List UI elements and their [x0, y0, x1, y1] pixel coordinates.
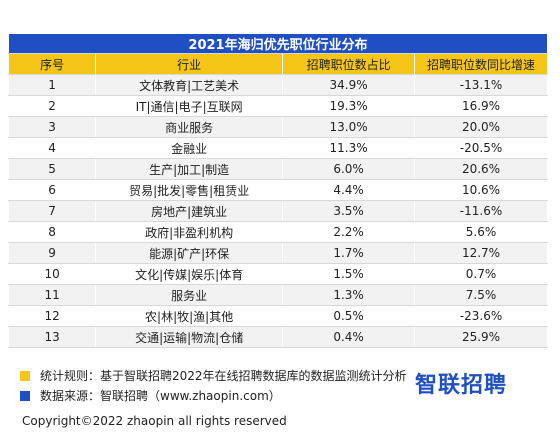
table-cell: 0.4% — [282, 326, 416, 348]
table-row: 8 政府|非盈利机构 2.2% 5.6% — [7, 221, 548, 243]
table-row: 12 农|林|牧|渔|其他 0.5% -23.6% — [7, 305, 548, 327]
table-cell: 3 — [7, 116, 97, 138]
table-row: 7 房地产|建筑业 3.5% -11.6% — [7, 200, 548, 222]
table-cell: 11 — [7, 284, 97, 306]
header-cell: 行业 — [95, 53, 284, 75]
table-cell: 5 — [7, 158, 97, 180]
table-cell: 6 — [7, 179, 97, 201]
table-cell: 6.0% — [282, 158, 416, 180]
table-row: 2 IT|通信|电子|互联网 19.3% 16.9% — [7, 95, 548, 117]
table-row: 13 交通|运输|物流|仓储 0.4% 25.9% — [7, 326, 548, 348]
table-cell: 5.6% — [414, 221, 548, 243]
logo: 智联招聘 — [415, 373, 508, 398]
note-rule: 统计规则：基于智联招聘2022年在线招聘数据库的数据监测统计分析 — [20, 367, 407, 384]
table-cell: 金融业 — [95, 137, 284, 159]
table-cell: 12 — [7, 305, 97, 327]
table-cell: 7.5% — [414, 284, 548, 306]
table-row: 3 商业服务 13.0% 20.0% — [7, 116, 548, 138]
table-row: 11 服务业 1.3% 7.5% — [7, 284, 548, 306]
header-cell: 序号 — [7, 53, 97, 75]
header-row: 序号 行业 招聘职位数占比 招聘职位数同比增速 — [7, 53, 548, 75]
table-cell: 7 — [7, 200, 97, 222]
table-cell: 11.3% — [282, 137, 416, 159]
table-cell: 1.3% — [282, 284, 416, 306]
table-cell: 1 — [7, 74, 97, 96]
table-cell: 2.2% — [282, 221, 416, 243]
table-cell: 3.5% — [282, 200, 416, 222]
table-row: 10 文化|传媒|娱乐|体育 1.5% 0.7% — [7, 263, 548, 285]
table-title: 2021年海归优先职位行业分布 — [8, 33, 548, 54]
table-cell: 政府|非盈利机构 — [95, 221, 284, 243]
table-cell: 服务业 — [95, 284, 284, 306]
table-cell: 4 — [7, 137, 97, 159]
table-cell: IT|通信|电子|互联网 — [95, 95, 284, 117]
table-cell: 能源|矿产|环保 — [95, 242, 284, 264]
table-cell: 13 — [7, 326, 97, 348]
table-cell: 34.9% — [282, 74, 416, 96]
table-row: 1 文体教育|工艺美术 34.9% -13.1% — [7, 74, 548, 96]
table-cell: 2 — [7, 95, 97, 117]
note-text: 统计规则：基于智联招聘2022年在线招聘数据库的数据监测统计分析 — [40, 369, 407, 383]
table-cell: 20.0% — [414, 116, 548, 138]
table-cell: 农|林|牧|渔|其他 — [95, 305, 284, 327]
yellow-marker — [20, 370, 30, 381]
table-cell: 19.3% — [282, 95, 416, 117]
blue-marker — [20, 390, 30, 401]
table-row: 4 金融业 11.3% -20.5% — [7, 137, 548, 159]
table-cell: -11.6% — [414, 200, 548, 222]
table-cell: 1.7% — [282, 242, 416, 264]
table-cell: 1.5% — [282, 263, 416, 285]
table-cell: 25.9% — [414, 326, 548, 348]
table-cell: 商业服务 — [95, 116, 284, 138]
note-text: 数据来源：智联招聘（www.zhaopin.com） — [40, 389, 281, 403]
table-cell: 10.6% — [414, 179, 548, 201]
table-cell: 10 — [7, 263, 97, 285]
header-cell: 招聘职位数同比增速 — [414, 53, 548, 75]
table-cell: 房地产|建筑业 — [95, 200, 284, 222]
table-cell: 16.9% — [414, 95, 548, 117]
industry-table: 2021年海归优先职位行业分布 序号 行业 招聘职位数占比 招聘职位数同比增速 1 文体教… — [7, 33, 548, 348]
table-cell: 交通|运输|物流|仓储 — [95, 326, 284, 348]
table-cell: 0.7% — [414, 263, 548, 285]
title-row: 2021年海归优先职位行业分布 — [8, 33, 548, 54]
footer: Copyright©2022 zhaopin all rights reserv… — [22, 414, 287, 428]
table-cell: 0.5% — [282, 305, 416, 327]
table-cell: 文化|传媒|娱乐|体育 — [95, 263, 284, 285]
table-cell: 12.7% — [414, 242, 548, 264]
table-cell: 贸易|批发|零售|租赁业 — [95, 179, 284, 201]
table-row: 6 贸易|批发|零售|租赁业 4.4% 10.6% — [7, 179, 548, 201]
table-cell: 13.0% — [282, 116, 416, 138]
table-cell: -13.1% — [414, 74, 548, 96]
table-cell: -20.5% — [414, 137, 548, 159]
table-cell: 生产|加工|制造 — [95, 158, 284, 180]
table-cell: 20.6% — [414, 158, 548, 180]
table-cell: -23.6% — [414, 305, 548, 327]
table-cell: 4.4% — [282, 179, 416, 201]
table-row: 5 生产|加工|制造 6.0% 20.6% — [7, 158, 548, 180]
table-cell: 8 — [7, 221, 97, 243]
table-cell: 9 — [7, 242, 97, 264]
table-row: 9 能源|矿产|环保 1.7% 12.7% — [7, 242, 548, 264]
table-cell: 文体教育|工艺美术 — [95, 74, 284, 96]
header-cell: 招聘职位数占比 — [282, 53, 416, 75]
note-source: 数据来源：智联招聘（www.zhaopin.com） — [20, 387, 281, 404]
